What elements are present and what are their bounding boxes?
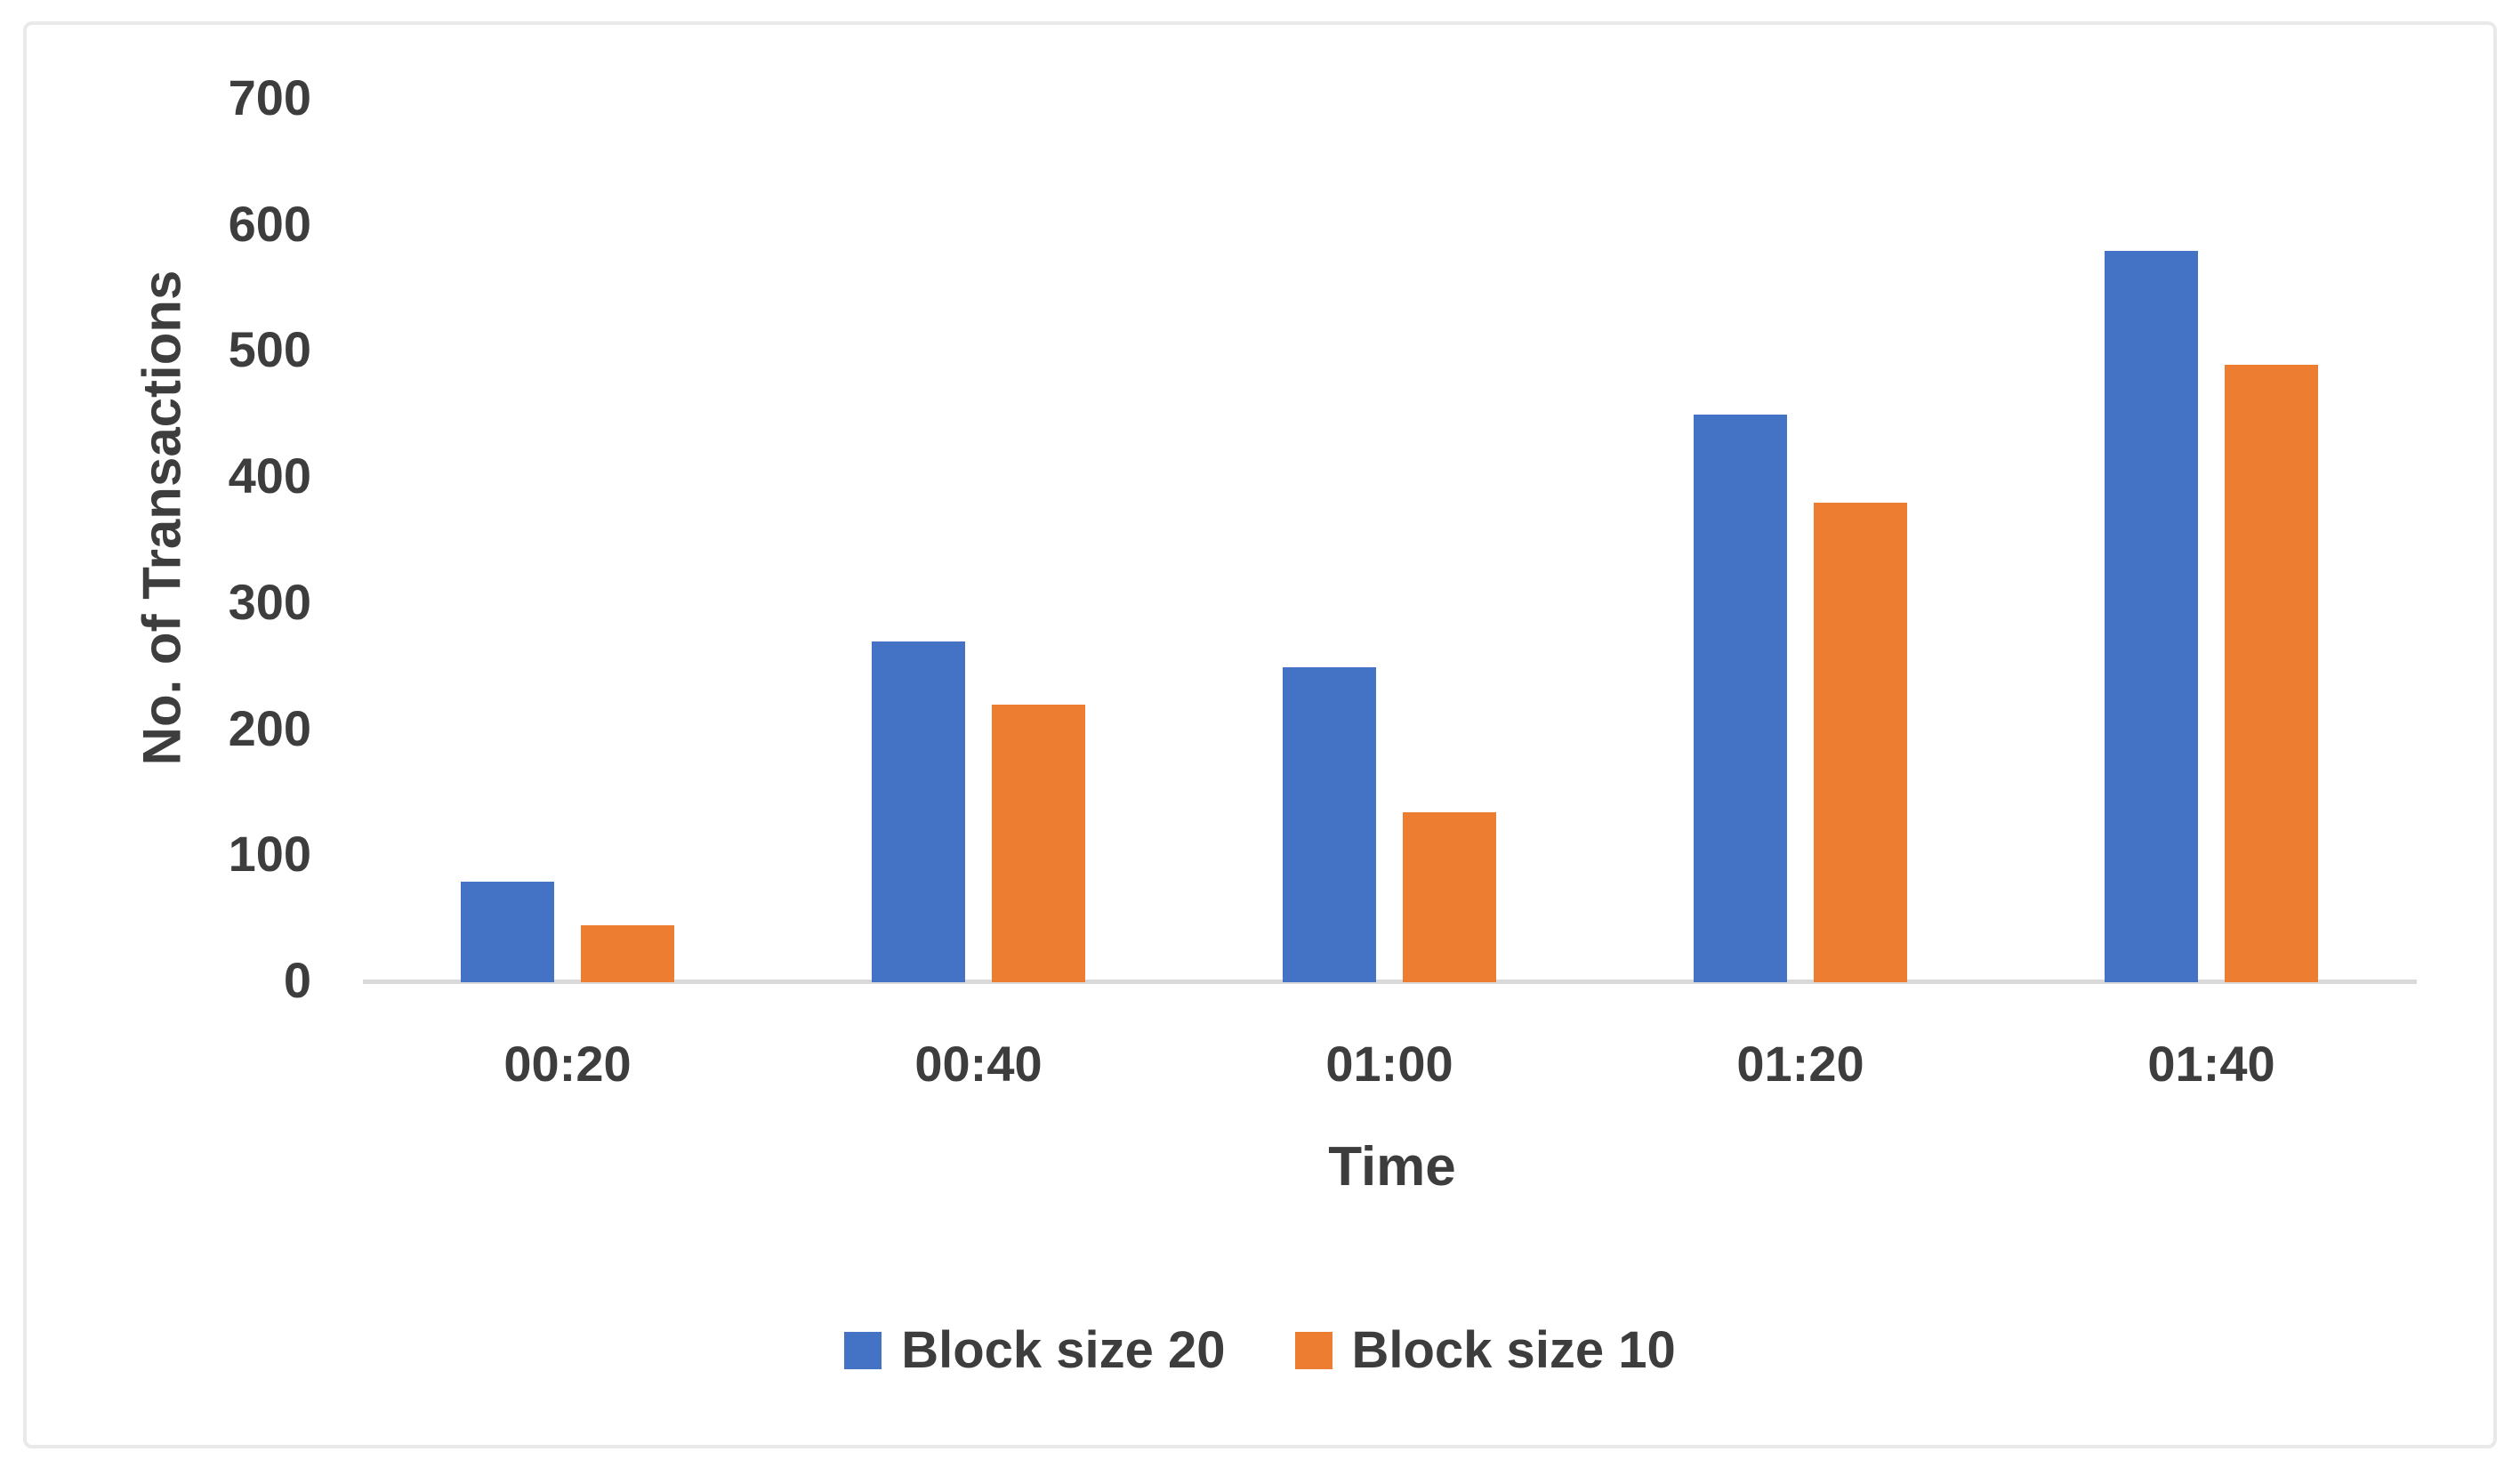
x-axis-baseline <box>363 980 2417 984</box>
bar-block-size-20-00:40 <box>872 641 965 982</box>
y-tick-label: 0 <box>283 951 311 1008</box>
y-tick-label: 100 <box>228 826 311 883</box>
chart-border-frame <box>23 21 2497 1448</box>
y-tick-label: 400 <box>228 448 311 504</box>
bar-block-size-10-00:40 <box>992 705 1085 982</box>
legend-label: Block size 10 <box>1351 1321 1676 1379</box>
y-tick-label: 200 <box>228 699 311 756</box>
x-tick-label: 01:40 <box>2147 1036 2275 1092</box>
x-tick-label: 00:20 <box>503 1036 632 1092</box>
bar-block-size-10-01:00 <box>1403 811 1496 982</box>
bar-block-size-10-01:40 <box>2225 364 2318 982</box>
bar-block-size-10-01:20 <box>1814 503 1907 982</box>
legend-swatch-icon <box>844 1331 882 1369</box>
x-tick-label: 00:40 <box>914 1036 1043 1092</box>
x-tick-label: 01:20 <box>1736 1036 1864 1092</box>
y-tick-label: 300 <box>228 573 311 630</box>
legend-item-block-size-10: Block size 10 <box>1294 1320 1676 1380</box>
y-tick-label: 500 <box>228 321 311 378</box>
bar-block-size-20-00:20 <box>461 881 554 982</box>
y-tick-label: 600 <box>228 195 311 252</box>
y-tick-label: 700 <box>228 69 311 125</box>
bar-block-size-20-01:00 <box>1283 666 1376 982</box>
bar-block-size-10-00:20 <box>581 925 674 982</box>
legend-label: Block size 20 <box>901 1321 1226 1379</box>
x-tick-label: 01:00 <box>1325 1036 1453 1092</box>
legend-item-block-size-20: Block size 20 <box>844 1320 1226 1380</box>
x-axis-title: Time <box>1328 1136 1456 1198</box>
legend-swatch-icon <box>1294 1331 1332 1369</box>
bar-block-size-20-01:40 <box>2105 251 2198 982</box>
bar-block-size-20-01:20 <box>1694 415 1787 982</box>
chart-legend: Block size 20 Block size 10 <box>0 1320 2520 1380</box>
